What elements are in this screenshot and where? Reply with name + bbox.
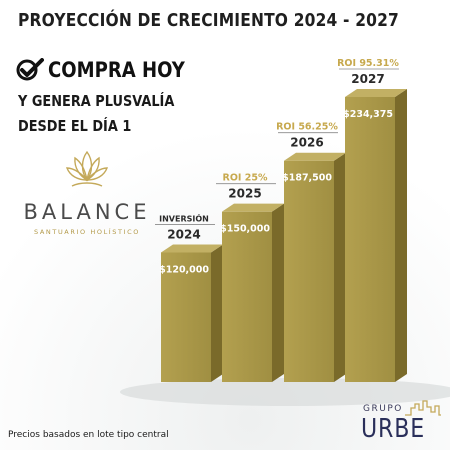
footer-note: Precios basados en lote tipo central <box>8 430 169 440</box>
year-label-2026: 2026 <box>290 136 323 150</box>
subline-2: DESDE EL DÍA 1 <box>18 117 132 135</box>
bar-top-2025 <box>222 203 284 212</box>
subline-1: Y GENERA PLUSVALÍA <box>18 92 175 110</box>
bar-top-2024 <box>161 244 223 253</box>
lotus-icon <box>65 150 109 187</box>
headline: COMPRA HOY <box>16 58 207 82</box>
roi-label-2024: INVERSIÓN <box>159 212 209 223</box>
check-circle-icon <box>16 58 44 81</box>
bar-side-2027 <box>395 89 407 382</box>
roi-label-2027: ROI 95.31% <box>337 58 399 69</box>
bar-top-2027 <box>345 89 407 97</box>
logo-wordmark: BALANCE <box>23 200 151 224</box>
bar-2025 <box>222 211 272 382</box>
bar-2024 <box>161 252 211 382</box>
value-label-2024: $120,000 <box>159 264 209 275</box>
roi-label-2025: ROI 25% <box>223 173 268 184</box>
logo-tagline: SANTUARIO HOLÍSTICO <box>34 228 140 236</box>
year-label-2024: 2024 <box>167 227 200 241</box>
skyline-icon <box>405 400 441 416</box>
balance-logo: BALANCE SANTUARIO HOLÍSTICO <box>12 148 162 248</box>
value-label-2027: $234,375 <box>343 109 393 120</box>
page-title: PROYECCIÓN DE CRECIMIENTO 2024 - 2027 <box>18 10 399 31</box>
brand-name: URBE <box>361 414 426 444</box>
bar-side-2025 <box>272 203 284 382</box>
bar-side-2026 <box>334 152 346 382</box>
year-label-2025: 2025 <box>228 187 261 201</box>
bar-side-2024 <box>211 244 223 382</box>
year-label-2027: 2027 <box>351 72 384 86</box>
value-label-2026: $187,500 <box>282 173 332 184</box>
bar-2027 <box>345 97 395 382</box>
roi-label-2026: ROI 56.25% <box>276 122 338 133</box>
brand-group-label: GRUPO <box>363 404 403 414</box>
floor-shadow <box>120 378 450 406</box>
urbe-brand: GRUPO URBE <box>361 398 443 446</box>
headline-text: COMPRA HOY <box>48 58 185 82</box>
value-label-2025: $150,000 <box>220 224 270 235</box>
bar-2026 <box>284 160 334 382</box>
bar-top-2026 <box>284 152 346 161</box>
